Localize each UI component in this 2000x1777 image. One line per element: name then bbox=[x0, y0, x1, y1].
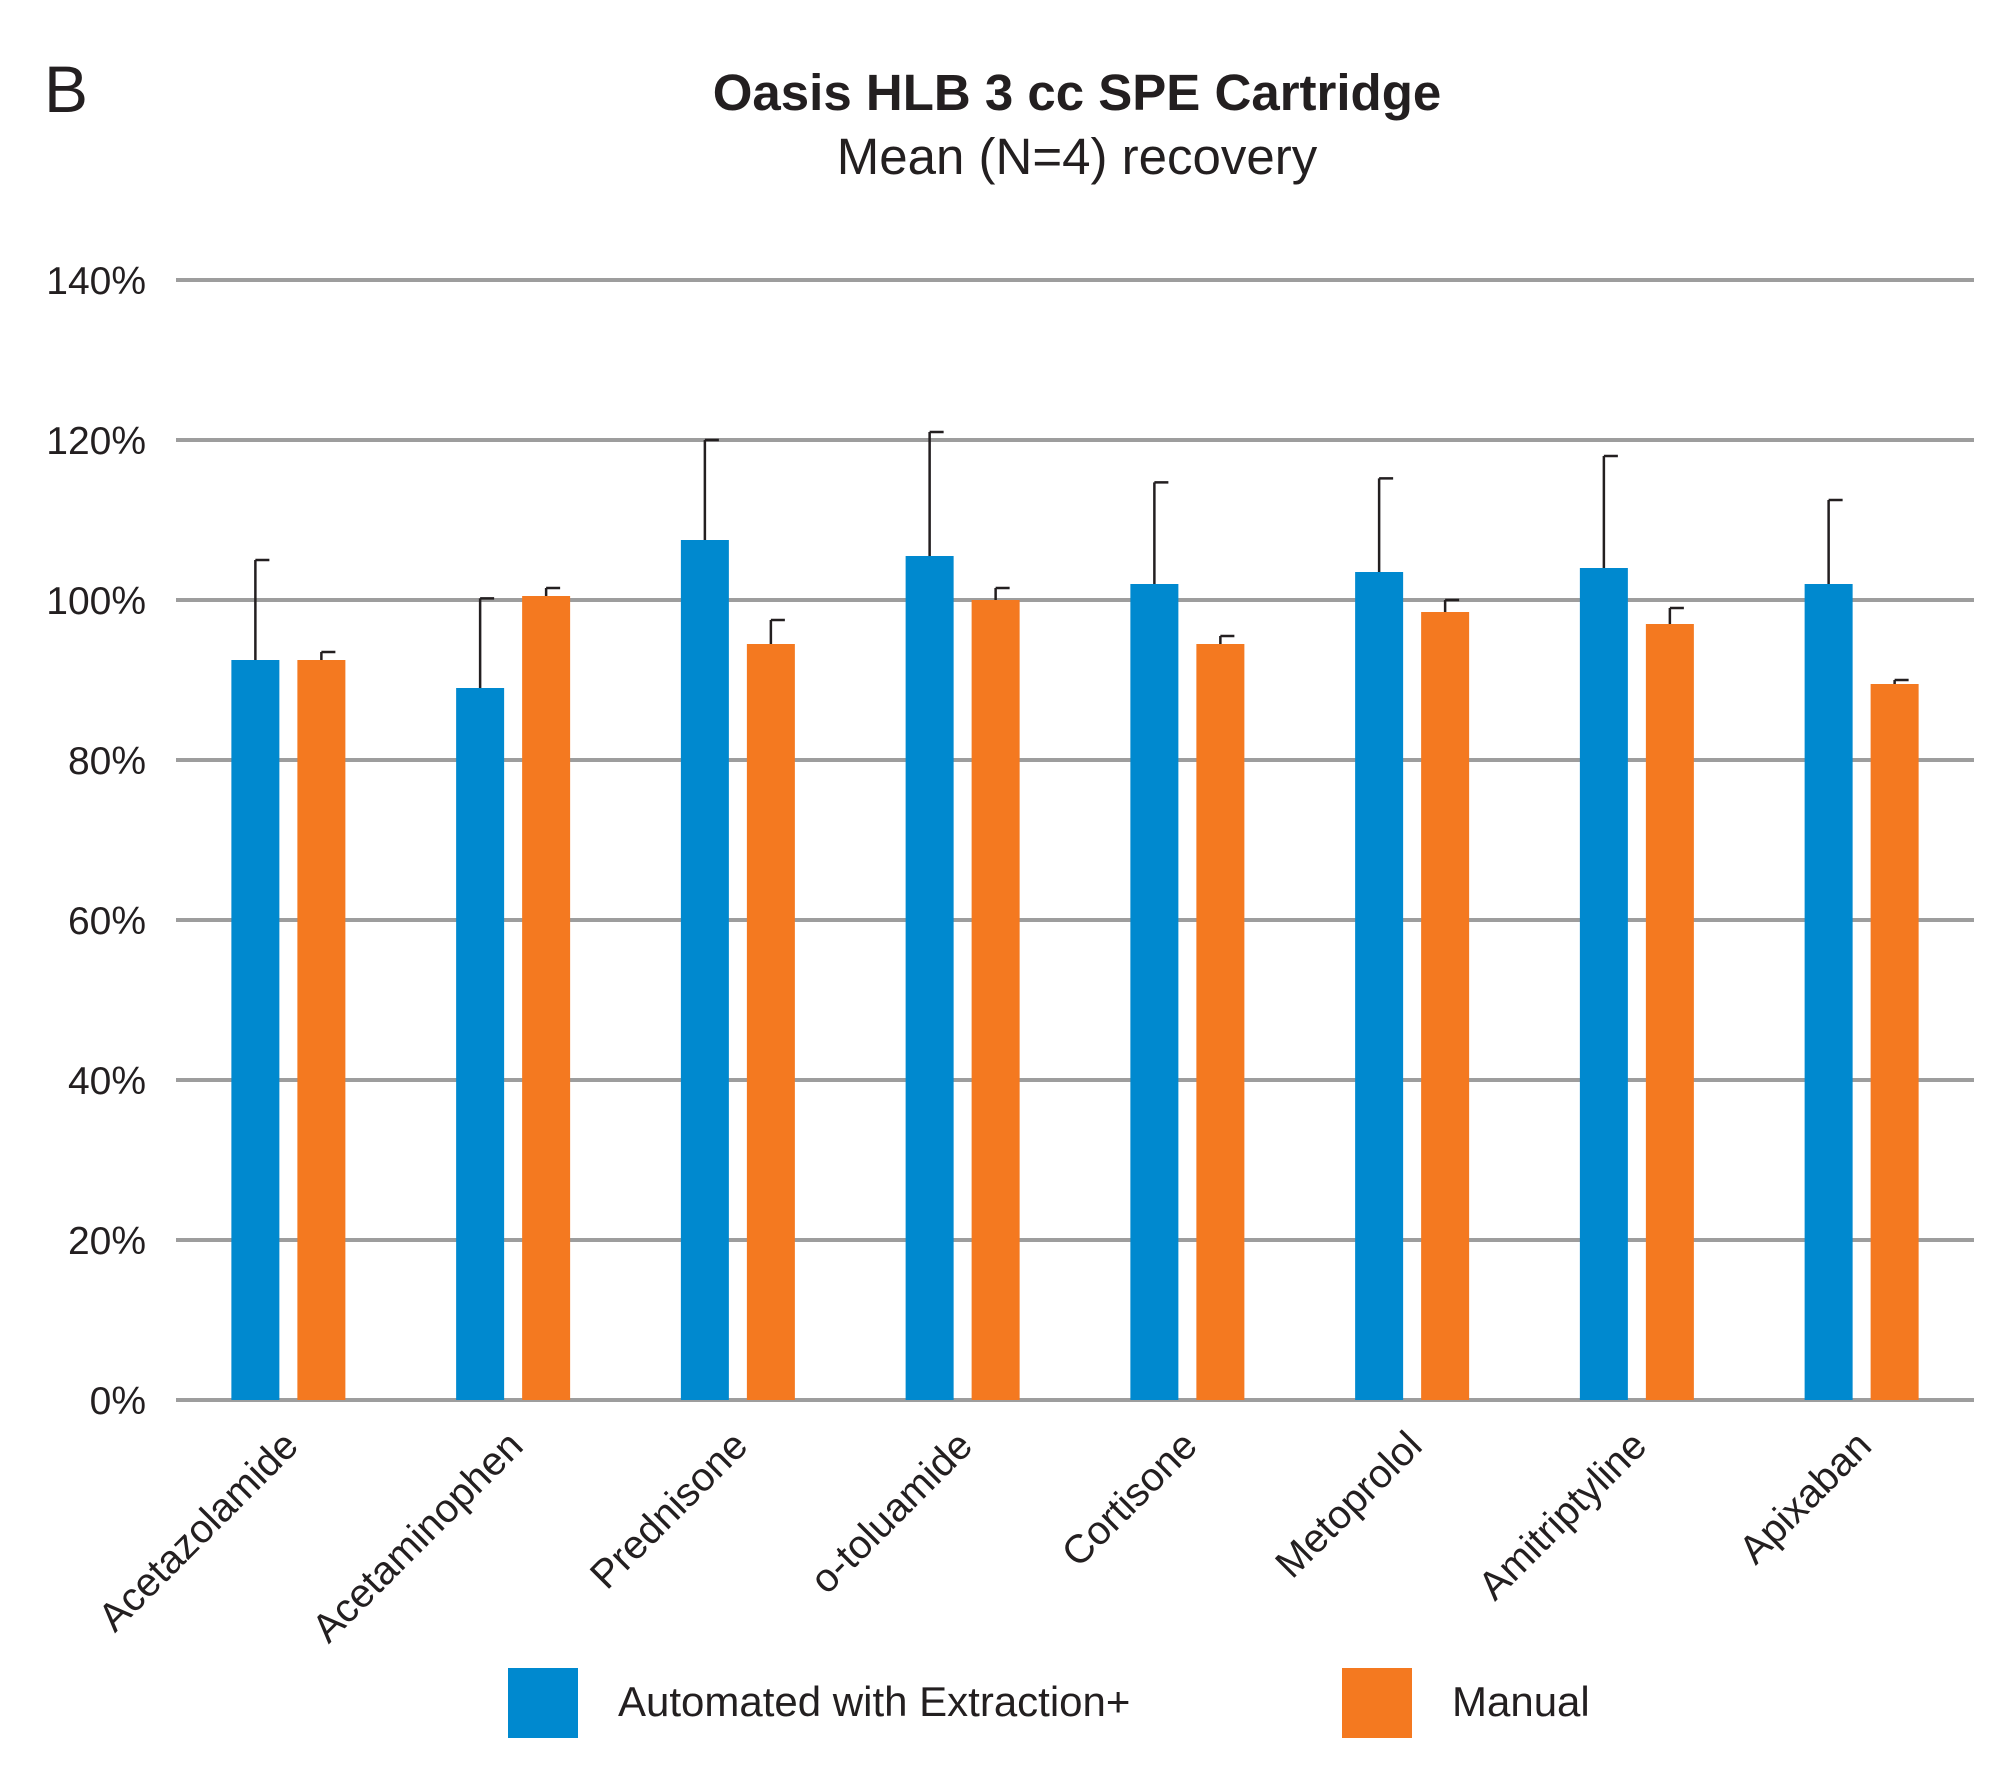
chart-title: Oasis HLB 3 cc SPE Cartridge bbox=[713, 64, 1441, 121]
error-bar-automated-metoprolol bbox=[1377, 477, 1394, 572]
error-bar-manual-acetazolamide bbox=[320, 650, 336, 660]
y-tick-label-20: 20% bbox=[68, 1220, 146, 1263]
bar-automated-acetaminophen bbox=[456, 688, 505, 1400]
bar-manual-o-toluamide bbox=[971, 600, 1020, 1400]
bar-manual-metoprolol bbox=[1421, 612, 1470, 1400]
bar-manual-cortisone bbox=[1196, 644, 1245, 1400]
error-bar-manual-o-toluamide bbox=[994, 586, 1010, 600]
legend: Automated with Extraction+ Manual bbox=[508, 1668, 1590, 1738]
bar-automated-amitriptyline bbox=[1579, 568, 1628, 1400]
legend-label-automated: Automated with Extraction+ bbox=[618, 1678, 1130, 1725]
x-tick-label-cortisone: Cortisone bbox=[1054, 1423, 1206, 1575]
bar-automated-metoprolol bbox=[1355, 572, 1404, 1400]
bar-automated-cortisone bbox=[1130, 584, 1179, 1400]
y-axis-ticks: 0% 20% 40% 60% 80% 100% 120% 140% bbox=[46, 260, 146, 1423]
y-tick-label-120: 120% bbox=[46, 420, 146, 463]
y-tick-label-60: 60% bbox=[68, 900, 146, 943]
error-bar-automated-o-toluamide bbox=[928, 430, 944, 556]
bars bbox=[231, 540, 1919, 1400]
error-bar-manual-metoprolol bbox=[1443, 598, 1460, 612]
x-tick-label-prednisone: Prednisone bbox=[582, 1423, 756, 1597]
error-bar-manual-prednisone bbox=[769, 618, 785, 644]
error-bar-automated-acetazolamide bbox=[254, 558, 270, 660]
y-tick-label-80: 80% bbox=[68, 740, 146, 783]
x-tick-label-o-toluamide: o-toluamide bbox=[802, 1423, 981, 1602]
x-tick-label-acetazolamide: Acetazolamide bbox=[90, 1423, 307, 1640]
error-bar-automated-cortisone bbox=[1153, 481, 1169, 584]
y-tick-label-140: 140% bbox=[46, 260, 146, 303]
error-bar-automated-prednisone bbox=[703, 438, 719, 540]
legend-swatch-automated bbox=[508, 1668, 578, 1738]
legend-label-manual: Manual bbox=[1452, 1678, 1590, 1725]
bar-manual-acetaminophen bbox=[522, 596, 571, 1400]
y-tick-label-40: 40% bbox=[68, 1060, 146, 1103]
bar-automated-o-toluamide bbox=[905, 556, 954, 1400]
error-bar-manual-apixaban bbox=[1893, 678, 1909, 684]
bar-manual-amitriptyline bbox=[1645, 624, 1694, 1400]
error-bar-manual-cortisone bbox=[1219, 634, 1235, 644]
error-bar-manual-amitriptyline bbox=[1668, 606, 1684, 624]
y-tick-label-100: 100% bbox=[46, 580, 146, 623]
x-tick-label-acetaminophen: Acetaminophen bbox=[304, 1423, 532, 1651]
bar-manual-prednisone bbox=[746, 644, 795, 1400]
error-bar-automated-acetaminophen bbox=[478, 597, 495, 688]
error-bars bbox=[254, 430, 1909, 688]
bar-manual-apixaban bbox=[1870, 684, 1919, 1400]
x-tick-label-amitriptyline: Amitriptyline bbox=[1470, 1423, 1655, 1608]
gridlines bbox=[176, 278, 1974, 1402]
y-tick-label-0: 0% bbox=[90, 1380, 146, 1423]
panel-label: B bbox=[44, 52, 88, 126]
error-bar-manual-acetaminophen bbox=[544, 586, 561, 596]
chart-subtitle: Mean (N=4) recovery bbox=[837, 128, 1318, 185]
x-tick-label-apixaban: Apixaban bbox=[1731, 1423, 1880, 1572]
bar-automated-acetazolamide bbox=[231, 660, 280, 1400]
bar-automated-apixaban bbox=[1804, 584, 1853, 1400]
legend-swatch-manual bbox=[1342, 1668, 1412, 1738]
bar-manual-acetazolamide bbox=[297, 660, 346, 1400]
error-bar-automated-amitriptyline bbox=[1602, 454, 1618, 568]
error-bar-automated-apixaban bbox=[1827, 498, 1843, 584]
bar-automated-prednisone bbox=[680, 540, 729, 1400]
x-tick-label-metoprolol: Metoprolol bbox=[1267, 1423, 1430, 1586]
